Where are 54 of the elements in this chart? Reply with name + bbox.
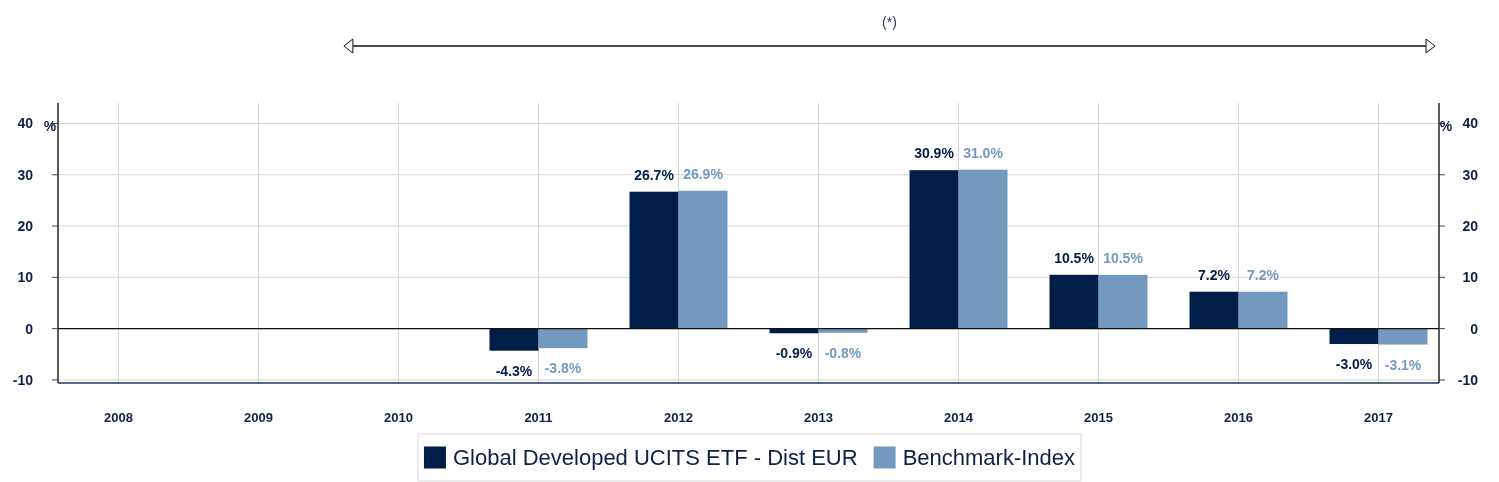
bar (1378, 328, 1428, 345)
bar (1238, 291, 1288, 329)
data-label: 7.2% (1247, 266, 1280, 283)
data-label: 7.2% (1198, 266, 1231, 283)
x-tick-label: 2012 (664, 409, 693, 425)
y2-tick-label: 0 (1470, 320, 1479, 337)
data-label: -3.0% (1335, 356, 1373, 373)
bar (629, 191, 679, 329)
y-tick-label: 0 (25, 320, 34, 337)
bar (489, 328, 539, 351)
data-label: -4.3% (495, 362, 533, 379)
data-label: 26.7% (634, 166, 675, 183)
data-label: 10.5% (1054, 249, 1095, 266)
data-label: -0.9% (775, 345, 813, 362)
x-tick-label: 2017 (1364, 409, 1393, 425)
data-label: 30.9% (914, 145, 955, 162)
text: (*) (882, 13, 897, 30)
x-tick-label: 2010 (384, 409, 413, 425)
bar (1329, 328, 1379, 345)
y-tick-label: 10 (17, 269, 34, 286)
bar (1049, 274, 1099, 329)
y2-tick-label: 30 (1462, 166, 1479, 183)
x-tick-label: 2016 (1224, 409, 1253, 425)
x-tick-label: 2015 (1084, 409, 1113, 425)
bar (1098, 274, 1148, 329)
bar (1189, 291, 1239, 329)
y2-tick-label: 40 (1462, 115, 1479, 132)
y-tick-label: 40 (17, 115, 34, 132)
y2-axis-title: % (1439, 118, 1453, 135)
bar (958, 169, 1008, 329)
x-tick-label: 2014 (944, 409, 974, 425)
x-tick-label: 2009 (244, 409, 273, 425)
y-tick-label: -10 (12, 371, 34, 388)
x-tick-label: 2011 (524, 409, 553, 425)
y2-tick-label: -10 (1457, 371, 1479, 388)
data-label: -3.8% (544, 360, 582, 377)
legend-label: Benchmark-Index (902, 445, 1076, 471)
bar (538, 328, 588, 349)
bar (818, 328, 868, 333)
data-label: 31.0% (963, 144, 1004, 161)
data-label: -0.8% (824, 344, 862, 361)
legend-label: Global Developed UCITS ETF - Dist EUR (452, 445, 858, 471)
y2-tick-label: 20 (1462, 217, 1479, 234)
data-label: 10.5% (1103, 249, 1144, 266)
y-tick-label: 20 (17, 217, 34, 234)
bar (909, 170, 959, 329)
y-axis-title: % (43, 118, 57, 135)
data-label: -3.1% (1384, 356, 1422, 373)
y2-tick-label: 10 (1462, 269, 1479, 286)
data-label: 26.9% (683, 165, 724, 182)
y-tick-label: 30 (17, 166, 34, 183)
x-tick-label: 2008 (104, 409, 133, 425)
x-tick-label: 2013 (804, 409, 833, 425)
bar (678, 190, 728, 329)
